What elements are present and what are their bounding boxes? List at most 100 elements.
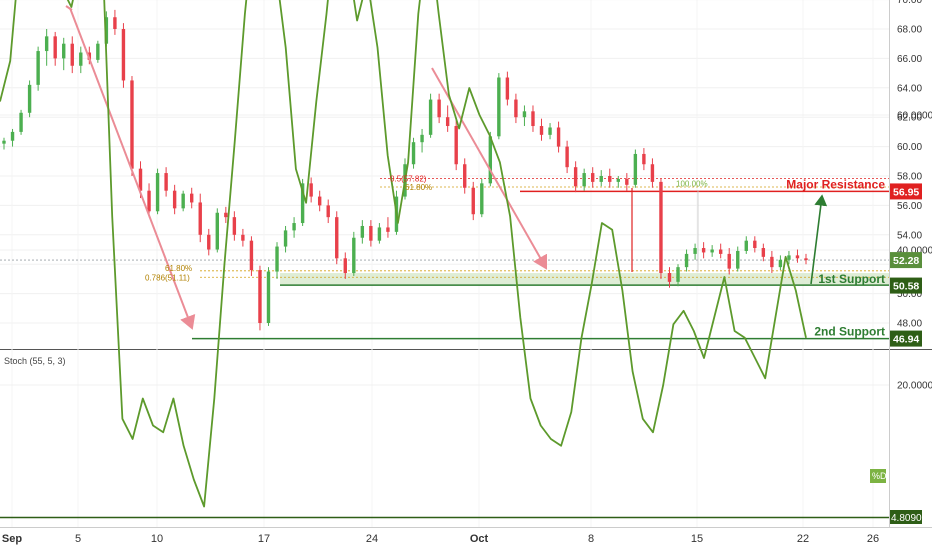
annotation-labels: 56.95 52.28 50.58 46.94 4.8090 %D Major Resist… [145,175,922,524]
candlesticks [2,9,808,331]
candle-body [505,77,510,100]
candle-body [667,273,672,282]
candle-body [300,183,305,224]
stoch-legend-bg [870,469,886,483]
candle-body [736,250,740,269]
candle-body [104,17,109,44]
first-support-zone [280,273,889,286]
fib-mid-0618-label: 61.80% [405,183,432,192]
down-arrow-1 [69,7,196,330]
candle-body [215,212,219,250]
candle-body [190,193,194,203]
candle-body [10,131,15,141]
time-tick-label: 24 [366,533,378,545]
price-tick-label: 54.00 [897,230,922,241]
stoch-title: Stoch (55, 5, 3) [4,356,66,366]
candle-body [377,227,382,241]
candle-body [360,225,365,238]
price-tick-label: 62.00 [897,113,922,124]
candle-body [480,183,484,215]
candle-body [804,258,808,261]
candle-body [608,176,612,182]
first-support-price-label: 50.58 [893,281,919,293]
time-tick-label: Sep [2,533,22,545]
candle-body [343,258,347,274]
candle-body [352,237,356,274]
first-support-price-label-bg [890,277,922,294]
candle-body [113,17,117,29]
candle-body [616,178,620,182]
candle-body [335,217,339,259]
fib-0618-label: 61.80% [165,264,192,273]
resistance-price-label: 56.95 [893,186,919,198]
candle-body [744,240,748,251]
price-tick-label: 56.00 [897,201,922,212]
candle-body [283,230,288,247]
candle-body [155,173,160,212]
candle-body [693,248,697,254]
candle-body [70,43,74,66]
candle-body [445,117,450,127]
candle-body [258,270,262,323]
candle-body [266,271,271,323]
time-tick-label: 17 [258,533,270,545]
fib-0786-label: 0.786(51.11) [145,273,190,282]
stoch-tick-label: 20.0000 [897,381,932,392]
time-tick-label: 5 [75,533,81,545]
candle-body [437,99,441,118]
candle-body [548,127,552,135]
candle-body [224,212,228,218]
arrow-tail-1 [65,5,73,11]
candle-body [556,127,561,147]
candle-body [181,193,185,209]
candle-body [565,146,569,168]
time-tick-label: 8 [588,533,594,545]
candle-body [591,173,595,182]
candle-body [599,176,603,182]
candle-body [582,173,586,187]
candle-body [207,234,211,250]
candle-body [454,126,458,165]
candle-body [684,253,689,268]
candle-body [147,190,151,212]
candle-body [62,43,66,59]
candle-body [701,248,706,253]
candle-body [130,80,134,169]
time-tick-label: 26 [867,533,879,545]
time-tick-label: Oct [470,533,489,545]
candle-body [19,112,23,132]
price-tick-label: 70.00 [897,0,922,6]
current-price-label-bg [890,252,922,269]
second-support-label: 2nd Support [814,325,885,339]
candle-body [633,153,638,185]
candle-body [27,84,32,113]
candle-body [463,164,467,188]
candle-body [497,77,501,137]
second-support-price-label: 46.94 [893,334,919,346]
candle-body [514,99,518,118]
candle-body [787,255,791,260]
candle-body [642,153,646,165]
candle-body [770,256,774,268]
candle-body [79,52,83,66]
candle-body [428,99,433,135]
candle-body [369,225,373,241]
candle-body [411,142,416,165]
candle-body [753,240,757,249]
price-tick-label: 60.00 [897,142,922,153]
candle-body [795,255,800,259]
candle-body [761,248,766,257]
candle-body [573,167,578,187]
candle-body [531,111,535,127]
candle-body [488,136,493,184]
candle-body [650,164,655,182]
up-arrow [810,194,828,285]
candle-body [138,168,143,191]
stochastic-line [0,0,889,519]
candle-body [317,196,322,206]
candle-body [121,29,126,81]
stoch-value-label: 4.8090 [891,513,922,524]
